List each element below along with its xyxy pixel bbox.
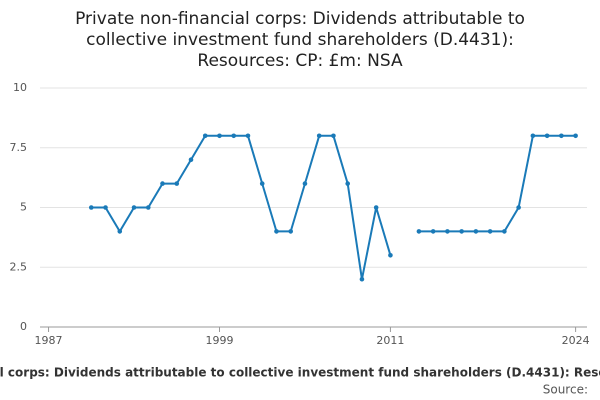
point bbox=[530, 133, 536, 139]
chart-title: Private non-financial corps: Dividends a… bbox=[75, 9, 525, 29]
point bbox=[331, 133, 336, 139]
point bbox=[103, 205, 108, 210]
point bbox=[430, 229, 436, 234]
point bbox=[373, 205, 379, 210]
point bbox=[388, 253, 393, 258]
point bbox=[274, 229, 279, 234]
point bbox=[217, 133, 222, 139]
y-tick-label: 7.5 bbox=[10, 141, 28, 154]
point bbox=[502, 229, 507, 234]
point bbox=[174, 181, 180, 186]
x-tick-label: 1999 bbox=[205, 334, 233, 347]
x-tick-label: 1987 bbox=[35, 334, 63, 347]
point bbox=[316, 133, 322, 139]
source: Source: bbox=[543, 383, 588, 397]
line bbox=[91, 134, 576, 280]
point bbox=[131, 205, 137, 210]
x-tick-label: 2011 bbox=[376, 334, 404, 347]
point bbox=[459, 229, 464, 234]
chart-title: Resources: CP: £m: NSA bbox=[197, 51, 403, 71]
point bbox=[359, 276, 365, 282]
point bbox=[473, 229, 479, 234]
point bbox=[487, 229, 493, 234]
point bbox=[231, 133, 237, 139]
y-tick-label: 10 bbox=[13, 81, 27, 94]
point bbox=[288, 229, 294, 234]
x-tick-label: 2024 bbox=[562, 334, 590, 347]
point bbox=[117, 229, 123, 234]
caption: Private non-financial corps: Dividends a… bbox=[0, 366, 600, 380]
point bbox=[445, 229, 450, 234]
y-tick-label: 0 bbox=[20, 320, 27, 333]
y-tick-label: 5 bbox=[20, 201, 27, 214]
point bbox=[559, 133, 564, 139]
point bbox=[145, 205, 151, 210]
point bbox=[516, 205, 521, 210]
point bbox=[259, 181, 265, 186]
point bbox=[245, 133, 251, 139]
point bbox=[345, 181, 350, 186]
chart-title: collective investment fund shareholders … bbox=[86, 30, 514, 50]
point bbox=[202, 133, 208, 139]
point bbox=[573, 133, 578, 139]
point bbox=[188, 157, 194, 162]
point bbox=[302, 181, 308, 186]
point bbox=[160, 181, 165, 186]
point bbox=[88, 205, 94, 210]
point bbox=[416, 229, 422, 234]
y-tick-label: 2.5 bbox=[10, 260, 28, 273]
point bbox=[544, 133, 550, 139]
